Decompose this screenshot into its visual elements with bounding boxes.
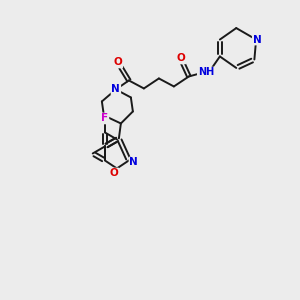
Text: NH: NH — [198, 68, 214, 77]
Text: O: O — [176, 53, 185, 64]
Text: N: N — [112, 85, 120, 94]
Text: N: N — [130, 158, 138, 167]
Text: N: N — [253, 34, 262, 44]
Text: O: O — [110, 169, 118, 178]
Text: F: F — [101, 113, 108, 124]
Text: O: O — [113, 58, 122, 68]
